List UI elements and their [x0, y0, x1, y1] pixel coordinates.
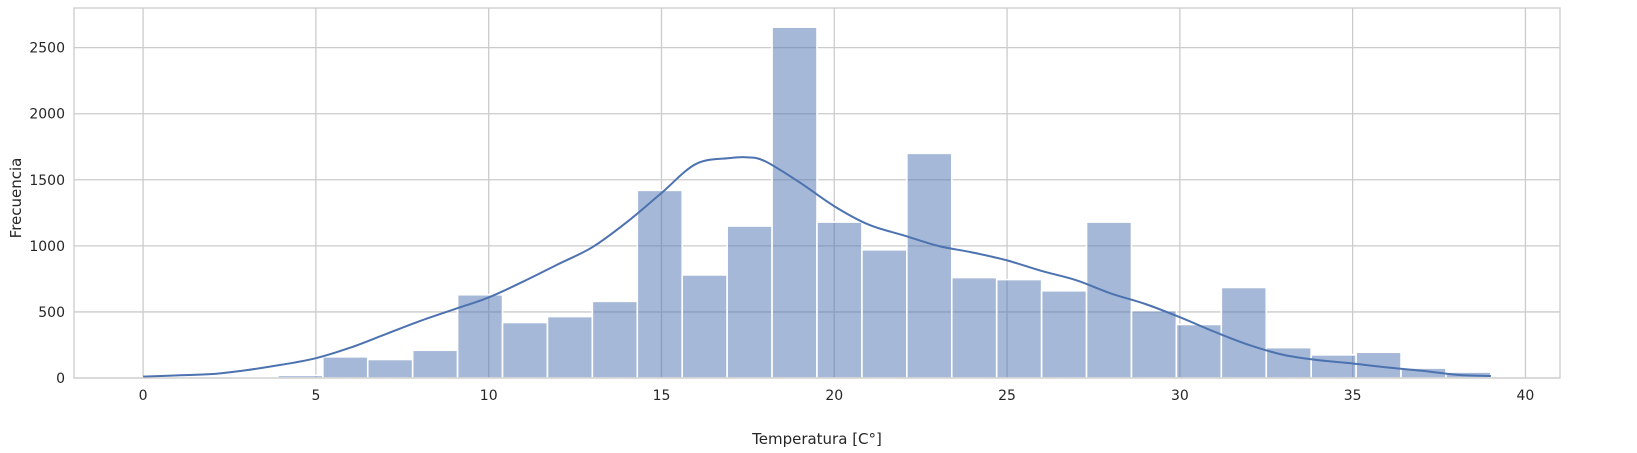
y-axis-label: Frecuencia: [7, 158, 25, 239]
y-tick-label: 500: [38, 305, 65, 321]
histogram-bar: [546, 315, 594, 379]
histogram-bar: [501, 321, 549, 379]
x-axis-label: Temperatura [C°]: [751, 430, 882, 448]
x-tick-label: 40: [1517, 388, 1535, 404]
x-tick-label: 15: [653, 388, 671, 404]
plot-frame: [73, 7, 1561, 379]
y-tick-label: 2500: [29, 41, 65, 57]
histogram-bar: [366, 358, 414, 379]
histogram-bar: [771, 26, 818, 379]
x-tick-label: 35: [1344, 388, 1362, 404]
x-tick-label: 25: [998, 388, 1016, 404]
histogram-bar: [456, 293, 504, 379]
x-tick-label: 0: [139, 388, 148, 404]
histogram-bar: [816, 221, 863, 379]
y-axis-ticks: 0 500 1000 1500 2000 2500: [29, 41, 65, 387]
histogram-bar: [591, 300, 639, 379]
x-tick-label: 10: [480, 388, 498, 404]
histogram-bar: [322, 356, 369, 379]
histogram-bar: [1310, 354, 1357, 379]
histogram-bar: [726, 225, 773, 379]
kde-curve: [143, 155, 1491, 378]
x-tick-label: 30: [1171, 388, 1189, 404]
histogram-bar: [681, 274, 728, 379]
kde-curve-group: [143, 155, 1491, 378]
histogram-bars: [142, 26, 1492, 379]
x-tick-label: 5: [311, 388, 320, 404]
histogram-bar: [636, 189, 684, 379]
histogram-bar: [906, 152, 953, 379]
axes-frame: [73, 7, 1561, 379]
x-tick-label: 20: [825, 388, 843, 404]
histogram-bar: [1130, 309, 1178, 379]
y-tick-label: 1000: [29, 239, 65, 255]
histogram-bar: [950, 276, 998, 379]
histogram-bar: [1220, 286, 1268, 379]
x-axis-ticks: 0 5 10 15 20 25 30 35 40: [139, 388, 1535, 404]
y-tick-label: 0: [56, 371, 65, 387]
histogram-bar: [995, 278, 1043, 379]
histogram-bar: [861, 249, 908, 379]
histogram-bar: [411, 349, 459, 379]
histogram-bar: [1040, 289, 1088, 379]
histogram-bar: [1085, 221, 1133, 379]
y-tick-label: 1500: [29, 173, 65, 189]
y-tick-label: 2000: [29, 107, 65, 123]
